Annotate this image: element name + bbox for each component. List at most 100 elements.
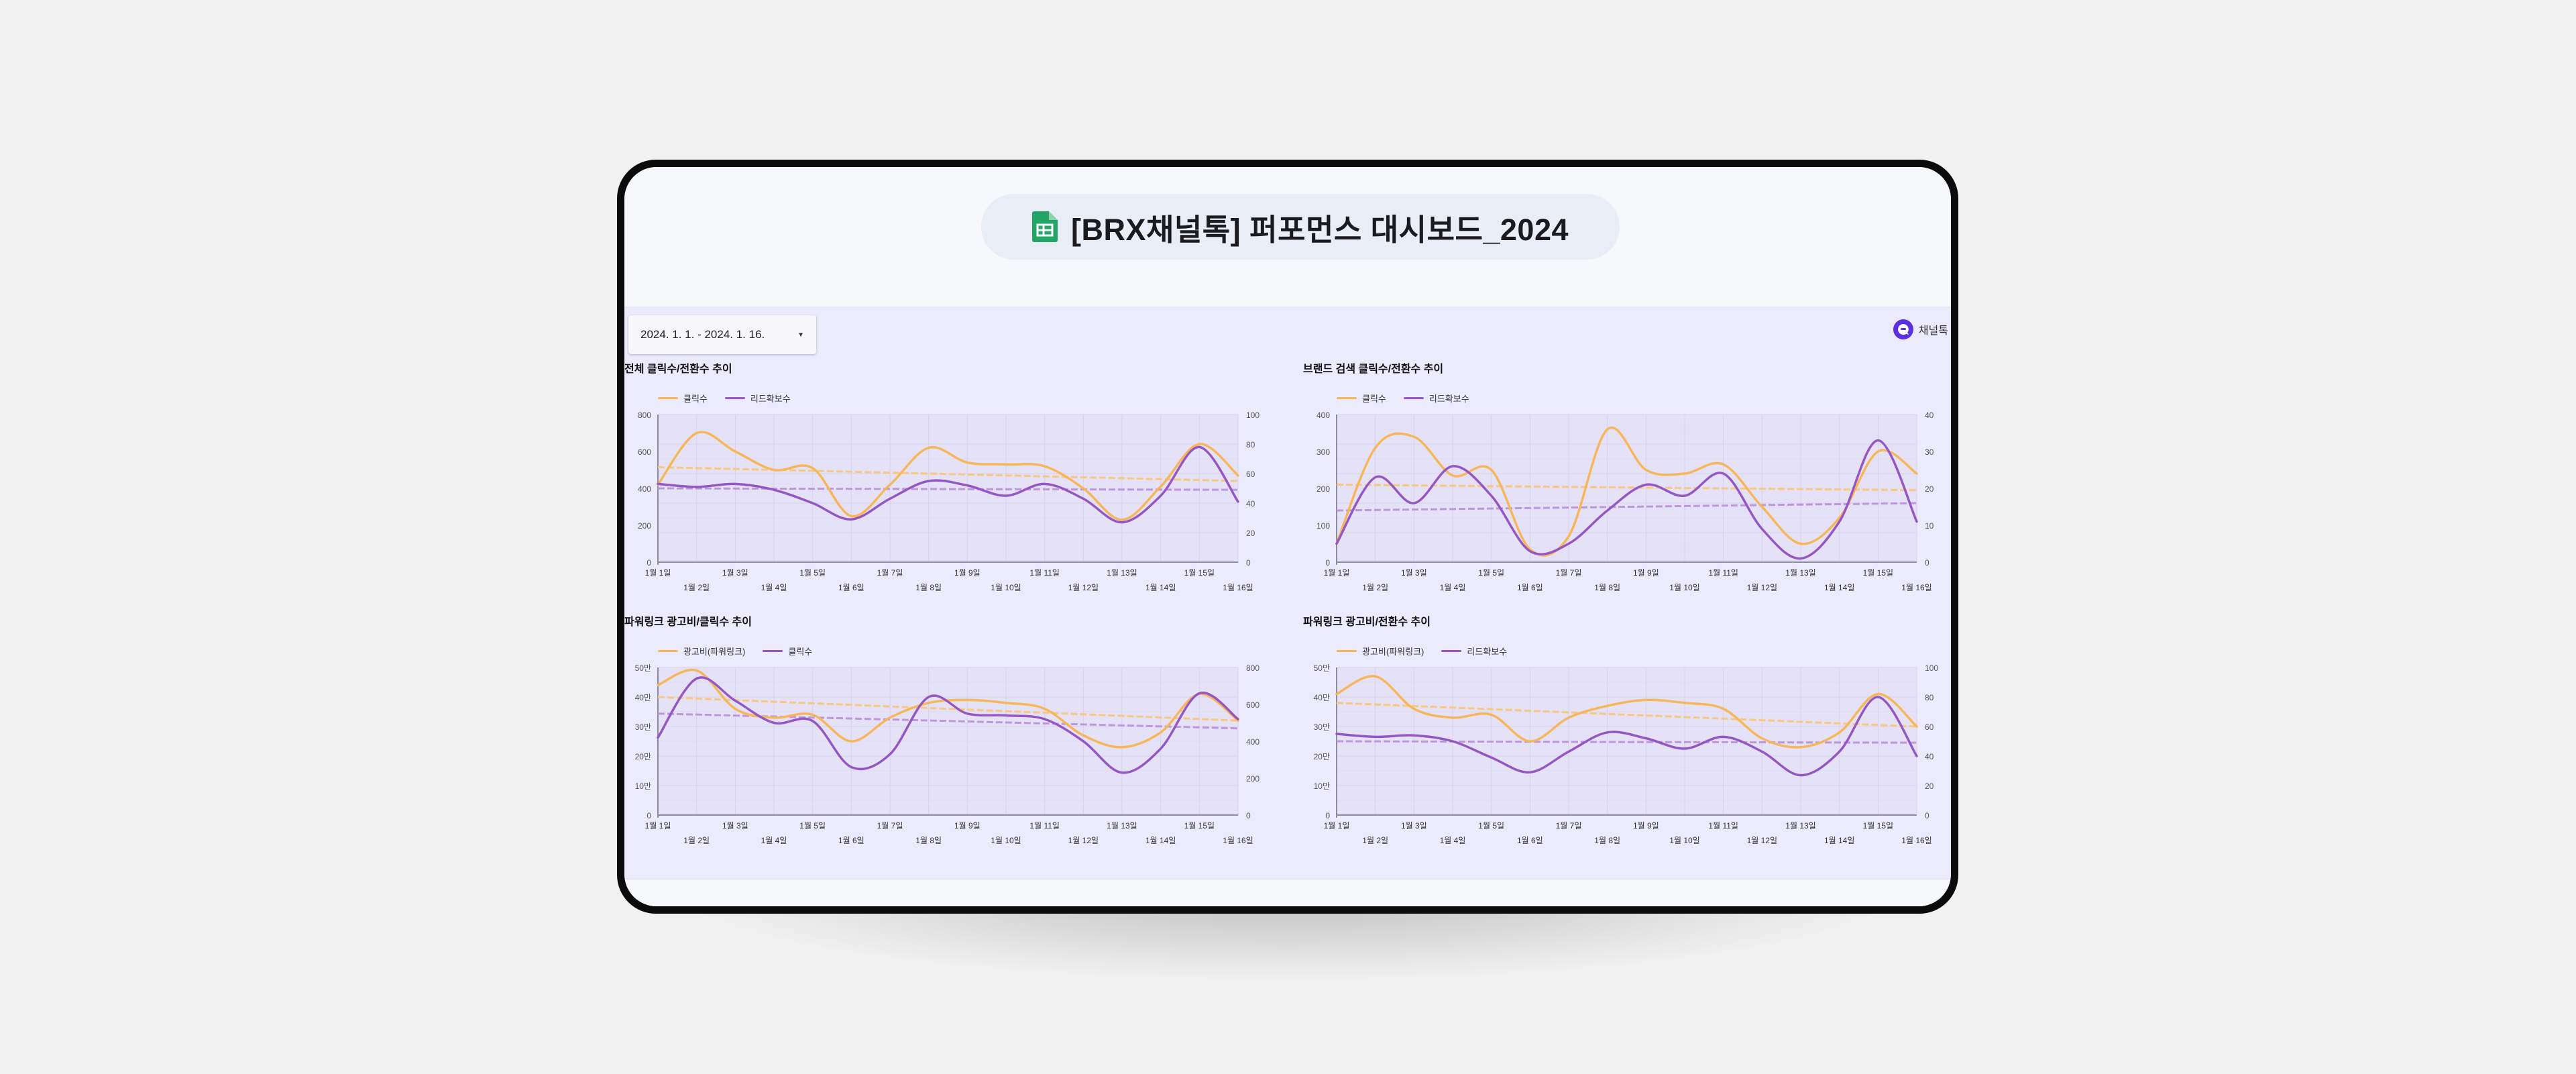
document-title-pill[interactable]: [BRX채널톡] 퍼포먼스 대시보드_2024 (981, 194, 1620, 260)
legend-item[interactable]: 리드확보수 (724, 392, 791, 405)
y-axis-left-tick-label: 400 (1317, 411, 1330, 420)
legend-item[interactable]: 클릭수 (1337, 392, 1386, 405)
legend-label: 클릭수 (683, 394, 708, 404)
legend-item[interactable]: 클릭수 (658, 392, 708, 405)
y-axis-left-tick-label: 50만 (635, 663, 651, 673)
y-axis-right-tick-label: 600 (1246, 700, 1259, 710)
trend-line-left (657, 466, 1239, 482)
legend-item[interactable]: 광고비(파워링크) (1337, 645, 1424, 657)
y-axis-left-tick-label: 10만 (635, 782, 651, 791)
dropdown-caret-icon: ▼ (797, 331, 804, 339)
x-axis-tick-label: 1월 5일 (799, 568, 826, 578)
y-axis-left-tick-label: 0 (1325, 811, 1330, 820)
x-axis-tick-label: 1월 16일 (1901, 836, 1931, 845)
chart-legend: 클릭수 리드확보수 (1337, 392, 1469, 405)
trend-line-left (657, 696, 1239, 722)
y-axis-right-tick-label: 80 (1925, 693, 1934, 702)
x-axis-tick-label: 1월 13일 (1107, 568, 1137, 578)
x-axis-tick-label: 1월 11일 (1708, 821, 1738, 830)
y-axis-left-tick-label: 30만 (1314, 722, 1330, 732)
x-axis-tick-label: 1월 16일 (1901, 583, 1931, 592)
x-axis-tick-label: 1월 9일 (1633, 568, 1659, 578)
y-axis-right-tick-label: 0 (1925, 558, 1929, 568)
chart-plot: 0 10만 20만 30만 40만 50만 0 200 400 600 800 1월 1일 1월 2일 1… (635, 663, 1260, 845)
chart-powerlink-cost-conversions: 파워링크 광고비/전환수 추이 광고비(파워링크) 리드확보수 0 10만 20만 3… (1303, 612, 1944, 861)
x-axis-tick-label: 1월 3일 (722, 568, 748, 578)
x-axis-tick-label: 1월 11일 (1029, 821, 1060, 830)
y-axis-right-tick-label: 0 (1246, 558, 1251, 568)
date-range-picker[interactable]: 2024. 1. 1. - 2024. 1. 16. ▼ (628, 315, 816, 354)
title-bar: [BRX채널톡] 퍼포먼스 대시보드_2024 (624, 167, 1951, 307)
y-axis-right-tick-label: 0 (1246, 811, 1251, 820)
x-axis-tick-label: 1월 15일 (1863, 568, 1893, 578)
chart-title: 파워링크 광고비/전환수 추이 (1303, 616, 1431, 628)
legend-item[interactable]: 리드확보수 (1403, 392, 1469, 405)
chart-legend: 클릭수 리드확보수 (658, 392, 791, 405)
x-axis-tick-label: 1월 3일 (1401, 821, 1427, 830)
y-axis-left-tick-label: 40만 (1314, 693, 1330, 702)
brand-logo: 채널톡 (1893, 319, 1948, 339)
x-axis-tick-label: 1월 4일 (761, 583, 787, 592)
y-axis-right-tick-label: 10 (1925, 521, 1934, 531)
x-axis-tick-label: 1월 5일 (1478, 821, 1504, 830)
x-axis-tick-label: 1월 9일 (954, 821, 981, 830)
series-line-primary (1335, 675, 1918, 749)
legend-item[interactable]: 광고비(파워링크) (658, 645, 745, 657)
y-axis-left-tick-label: 100 (1317, 521, 1330, 531)
legend-label: 리드확보수 (1467, 647, 1508, 657)
series-line-secondary (657, 445, 1239, 524)
x-axis-tick-label: 1월 1일 (1324, 568, 1350, 578)
x-axis-tick-label: 1월 7일 (877, 821, 903, 830)
x-axis-tick-label: 1월 1일 (645, 821, 671, 830)
x-axis-tick-label: 1월 6일 (838, 836, 864, 845)
x-axis-tick-label: 1월 12일 (1068, 583, 1099, 592)
series-line-primary (657, 431, 1239, 521)
x-axis-tick-label: 1월 2일 (683, 836, 710, 845)
channeltalk-logo-icon (1893, 319, 1913, 339)
x-axis-tick-label: 1월 12일 (1747, 836, 1777, 845)
legend-swatch (1403, 397, 1424, 399)
y-axis-right-tick-label: 60 (1925, 722, 1934, 732)
y-axis-right-tick-label: 40 (1246, 499, 1255, 508)
legend-item[interactable]: 클릭수 (763, 645, 812, 657)
x-axis-tick-label: 1월 11일 (1029, 568, 1060, 578)
screen: [BRX채널톡] 퍼포먼스 대시보드_2024 2024. 1. 1. - 20… (624, 167, 1951, 906)
x-axis-tick-label: 1월 8일 (915, 583, 942, 592)
y-axis-left-tick-label: 300 (1317, 447, 1330, 457)
x-axis-tick-label: 1월 4일 (761, 836, 787, 845)
series-line-secondary (657, 676, 1239, 774)
y-axis-right-tick-label: 40 (1925, 411, 1934, 420)
series-line-secondary (1335, 696, 1918, 777)
y-axis-right-tick-label: 20 (1246, 529, 1255, 538)
x-axis-tick-label: 1월 10일 (1669, 836, 1699, 845)
y-axis-left-tick-label: 30만 (635, 722, 651, 732)
x-axis-tick-label: 1월 8일 (1594, 583, 1620, 592)
y-axis-left-tick-label: 0 (1325, 558, 1330, 568)
bottom-strip (624, 879, 1951, 906)
legend-swatch (1441, 650, 1462, 652)
device-frame: [BRX채널톡] 퍼포먼스 대시보드_2024 2024. 1. 1. - 20… (617, 160, 1958, 914)
x-axis-tick-label: 1월 3일 (1401, 568, 1427, 578)
legend-swatch (658, 650, 678, 652)
x-axis-tick-label: 1월 14일 (1145, 836, 1176, 845)
y-axis-right-tick-label: 20 (1925, 484, 1934, 494)
x-axis-tick-label: 1월 4일 (1440, 836, 1466, 845)
chart-plot: 0 100 200 300 400 0 10 20 30 40 1월 1일 1월 2일 1월 3일 1월 … (1317, 411, 1934, 592)
legend-item[interactable]: 리드확보수 (1441, 645, 1507, 657)
x-axis-tick-label: 1월 2일 (1362, 583, 1388, 592)
report-canvas: 2024. 1. 1. - 2024. 1. 16. ▼ 채널톡 전체 클릭수/… (624, 307, 1951, 879)
x-axis-tick-label: 1월 12일 (1747, 583, 1777, 592)
x-axis-tick-label: 1월 7일 (877, 568, 903, 578)
chart-plot: 0 10만 20만 30만 40만 50만 0 20 40 60 80 100 1월 1일 1월 2일 1월… (1314, 663, 1939, 845)
legend-label: 클릭수 (788, 647, 813, 657)
y-axis-left-tick-label: 200 (638, 521, 651, 531)
legend-label: 광고비(파워링크) (683, 647, 746, 657)
y-axis-right-tick-label: 100 (1246, 411, 1259, 420)
y-axis-left-tick-label: 20만 (1314, 752, 1330, 761)
y-axis-left-tick-label: 800 (638, 411, 651, 420)
x-axis-tick-label: 1월 2일 (1362, 836, 1388, 845)
x-axis-tick-label: 1월 3일 (722, 821, 748, 830)
y-axis-left-tick-label: 400 (638, 484, 651, 494)
x-axis-tick-label: 1월 14일 (1824, 836, 1854, 845)
x-axis-tick-label: 1월 15일 (1184, 821, 1215, 830)
